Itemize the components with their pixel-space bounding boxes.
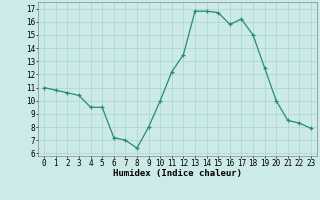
X-axis label: Humidex (Indice chaleur): Humidex (Indice chaleur) [113,169,242,178]
